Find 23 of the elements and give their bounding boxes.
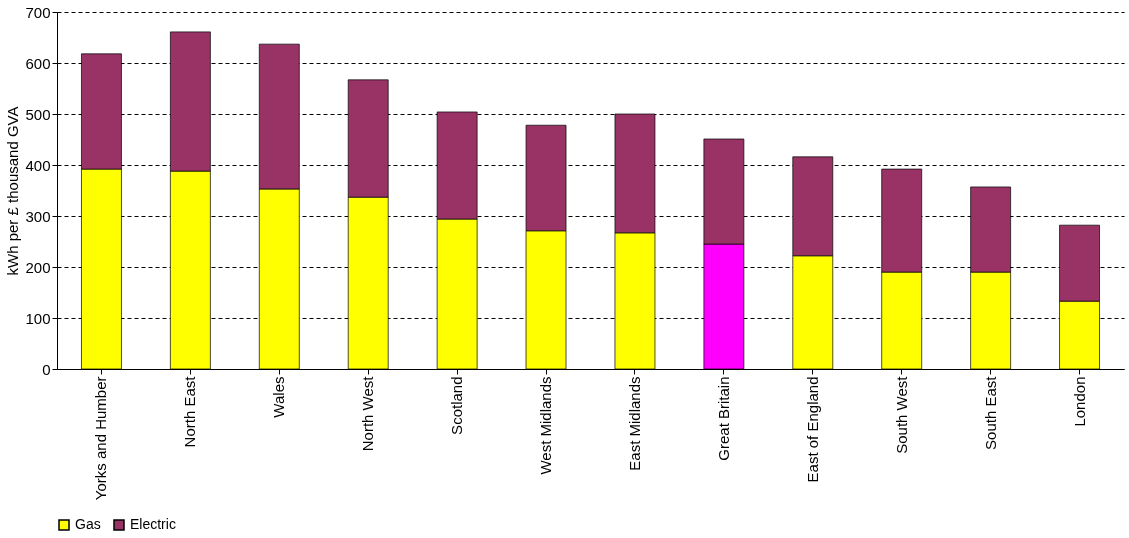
y-axis-title: kWh per £ thousand GVA bbox=[4, 106, 22, 276]
x-tick-label: Yorks and Humber bbox=[92, 376, 110, 501]
x-tick-label: South West bbox=[892, 375, 910, 454]
x-tick-label: East of England bbox=[803, 376, 821, 483]
x-tick-label: Wales bbox=[270, 376, 288, 418]
x-tick-label: South East bbox=[981, 375, 999, 450]
legend-label: Electric bbox=[130, 516, 176, 532]
y-tick-label: 100 bbox=[25, 309, 51, 327]
x-tick-label: Scotland bbox=[448, 376, 466, 435]
y-tick-label: 600 bbox=[25, 54, 51, 72]
y-tick-label: 400 bbox=[25, 156, 51, 174]
x-tick-label: Great Britain bbox=[714, 376, 732, 461]
y-tick-label: 700 bbox=[25, 3, 51, 21]
x-tick-label: North West bbox=[359, 375, 377, 452]
y-tick-label: 0 bbox=[42, 360, 51, 378]
x-tick-label: London bbox=[1070, 376, 1088, 427]
x-tick-label: West Midlands bbox=[537, 376, 555, 475]
y-tick-label: 500 bbox=[25, 105, 51, 123]
x-tick-label: East Midlands bbox=[625, 376, 643, 471]
y-tick-label: 200 bbox=[25, 258, 51, 276]
legend-label: Gas bbox=[75, 516, 101, 532]
y-tick-label: 300 bbox=[25, 207, 51, 225]
x-tick-label: North East bbox=[181, 375, 199, 448]
